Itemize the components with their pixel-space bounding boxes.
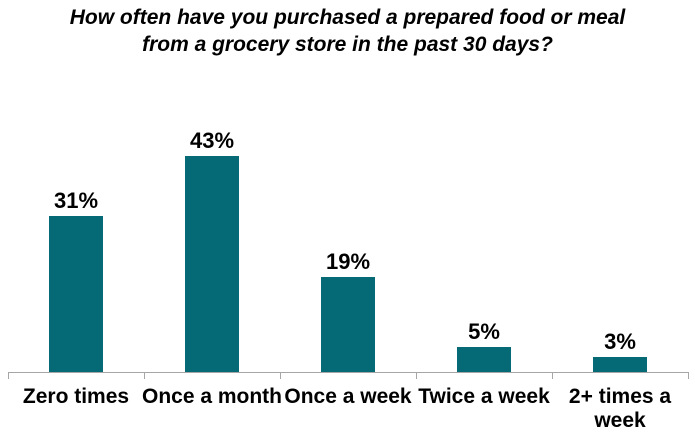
x-axis-label: Twice a week	[418, 385, 550, 408]
bar-value-label: 5%	[468, 319, 500, 344]
bar-value-label: 3%	[604, 329, 636, 354]
bar	[593, 357, 647, 372]
axis-tick	[8, 372, 9, 379]
x-axis-label: Once a month	[141, 385, 283, 408]
chart-title: How often have you purchased a prepared …	[69, 6, 626, 56]
x-axis-line	[8, 372, 689, 373]
axis-tick	[416, 372, 417, 379]
bar	[49, 216, 103, 372]
axis-tick	[144, 372, 145, 379]
bar	[457, 347, 511, 372]
bar	[185, 156, 239, 372]
bar-value-label: 31%	[53, 188, 99, 213]
bar-value-label: 43%	[189, 128, 235, 153]
axis-tick	[552, 372, 553, 379]
axis-tick	[688, 372, 689, 379]
bar	[321, 277, 375, 372]
axis-tick	[280, 372, 281, 379]
x-axis-label: Zero times	[22, 385, 130, 408]
x-axis-label: Once a week	[284, 385, 412, 408]
bar-value-label: 19%	[325, 249, 371, 274]
x-axis-label: 2+ times a week	[568, 385, 672, 432]
